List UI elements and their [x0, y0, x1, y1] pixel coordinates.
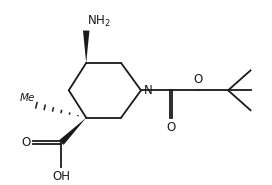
Text: NH$_2$: NH$_2$: [88, 14, 111, 28]
Text: O: O: [166, 121, 175, 134]
Text: O: O: [21, 136, 30, 149]
Text: O: O: [194, 73, 203, 86]
Text: N: N: [143, 84, 152, 97]
Polygon shape: [83, 31, 89, 63]
Text: OH: OH: [52, 171, 70, 184]
Text: Me: Me: [20, 93, 35, 103]
Polygon shape: [59, 118, 86, 145]
